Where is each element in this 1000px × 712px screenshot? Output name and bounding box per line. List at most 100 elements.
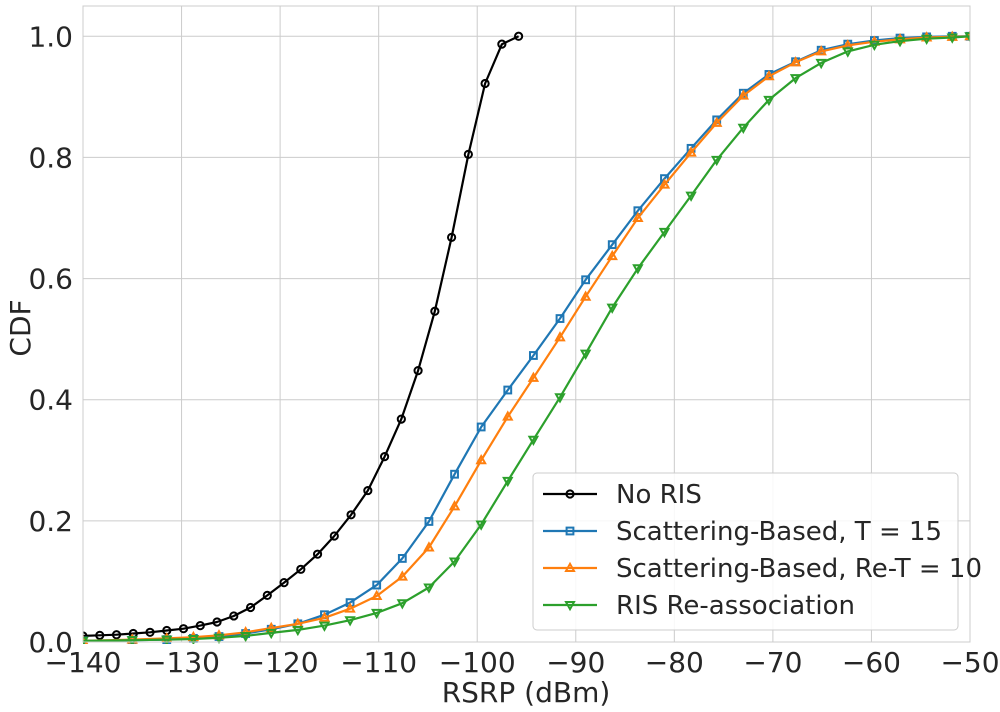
x-tick-label: −60	[842, 646, 901, 679]
x-axis-label: RSRP (dBm)	[442, 676, 611, 709]
data-point	[894, 37, 906, 48]
data-point	[503, 385, 513, 395]
data-point	[527, 435, 540, 446]
data-point	[463, 149, 473, 159]
data-point	[964, 32, 970, 43]
data-point	[161, 632, 173, 643]
data-point	[554, 393, 566, 404]
data-point	[685, 191, 697, 202]
data-point	[920, 34, 933, 45]
legend-label: No RIS	[616, 480, 702, 510]
data-point	[475, 520, 487, 531]
data-point	[579, 349, 592, 360]
data-point	[815, 45, 827, 56]
data-point	[497, 39, 507, 49]
data-point	[475, 454, 487, 465]
data-point	[555, 314, 565, 323]
x-tick-label: −90	[546, 646, 605, 679]
x-tick-label: −140	[45, 646, 122, 679]
data-point	[632, 211, 644, 222]
legend-label: Scattering-Based, Re-T = 10	[616, 554, 982, 584]
data-point	[296, 564, 306, 574]
data-point	[379, 452, 390, 462]
x-tick-label: −110	[340, 646, 417, 679]
legend-marker	[564, 561, 576, 572]
y-tick-label: 1.0	[28, 20, 73, 53]
data-point	[370, 608, 383, 620]
data-point	[789, 56, 802, 67]
x-tick-label: −120	[242, 646, 319, 679]
data-point	[554, 331, 566, 342]
data-point	[448, 500, 461, 511]
data-point	[842, 47, 854, 58]
data-point	[344, 602, 356, 613]
data-point	[83, 636, 89, 644]
legend-marker	[565, 526, 575, 536]
data-point	[480, 78, 490, 89]
x-tick-label: −100	[439, 646, 516, 679]
data-point	[396, 599, 409, 610]
data-point	[581, 275, 591, 285]
data-point	[763, 95, 775, 107]
data-point	[195, 621, 205, 631]
x-tick-labels: −140 −130 −120 −110 −100 −90 −80 −70 −60 −50	[45, 646, 1000, 679]
legend-marker	[565, 489, 575, 499]
data-point	[423, 541, 435, 552]
data-point	[424, 517, 434, 526]
y-tick-label: 0.4	[28, 384, 73, 417]
data-point	[111, 630, 122, 640]
legend: No RIS Scattering-Based, T = 15 Scattering…	[532, 472, 982, 631]
data-point	[711, 155, 723, 167]
data-point	[711, 116, 723, 127]
legend-frame	[532, 472, 959, 631]
x-tick-label: −70	[743, 646, 802, 679]
plot-frame	[82, 5, 971, 643]
data-point	[737, 89, 750, 100]
y-tick-label: 0.6	[28, 263, 73, 296]
data-point	[528, 351, 538, 360]
data-point	[446, 232, 457, 242]
data-point	[579, 290, 592, 301]
data-point	[423, 583, 435, 594]
data-point	[396, 414, 406, 424]
data-point	[370, 589, 383, 600]
data-point	[292, 625, 304, 637]
data-point	[178, 624, 189, 634]
data-point	[265, 621, 277, 633]
data-point	[229, 611, 239, 621]
series-2	[83, 30, 970, 644]
data-point	[789, 74, 802, 85]
y-tick-label: 0.0	[28, 626, 73, 659]
data-point	[920, 31, 933, 42]
data-point	[161, 635, 173, 644]
x-tick-label: −50	[940, 646, 999, 679]
y-tick-label: 0.2	[28, 505, 73, 538]
data-point	[145, 627, 155, 637]
data-point	[763, 70, 775, 81]
data-point	[413, 366, 423, 376]
series-0	[83, 31, 524, 641]
series-3	[83, 32, 970, 644]
data-point	[346, 510, 356, 520]
data-point	[430, 306, 440, 316]
data-point	[329, 531, 339, 541]
data-point	[632, 264, 644, 275]
data-point	[448, 557, 461, 568]
legend-label: Scattering-Based, T = 15	[616, 517, 942, 547]
data-point	[607, 240, 617, 250]
data-point	[606, 303, 618, 314]
series-line	[83, 35, 970, 642]
series-line	[83, 35, 970, 642]
data-point	[397, 554, 407, 563]
data-point	[606, 249, 618, 261]
data-point	[279, 578, 289, 588]
x-tick-label: −130	[143, 646, 220, 679]
data-point	[372, 580, 382, 590]
data-point	[685, 146, 697, 157]
plot-series	[83, 30, 970, 644]
data-point	[318, 611, 331, 622]
data-point	[514, 31, 524, 41]
data-point	[502, 410, 514, 421]
series-line	[83, 35, 520, 637]
